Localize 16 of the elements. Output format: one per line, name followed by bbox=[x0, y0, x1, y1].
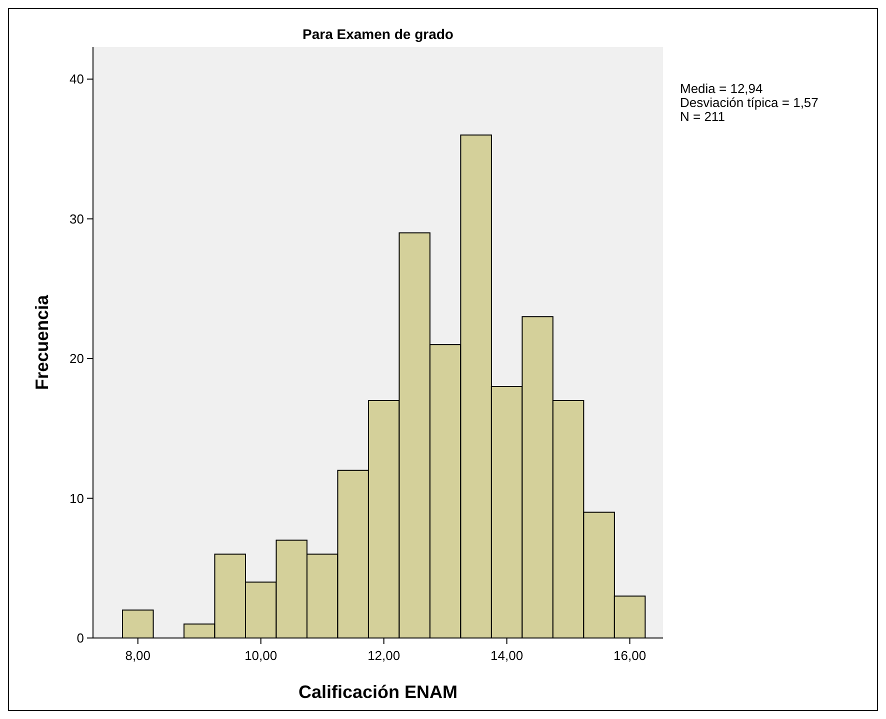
y-tick-label: 40 bbox=[70, 72, 84, 87]
y-tick-label: 20 bbox=[70, 351, 84, 366]
text: N = 211 bbox=[680, 109, 725, 124]
chart-title: Para Examen de grado bbox=[302, 26, 454, 42]
x-tick-label: 8,00 bbox=[125, 648, 151, 663]
y-tick-label: 0 bbox=[76, 630, 84, 646]
x-tick-label: 14,00 bbox=[490, 648, 524, 663]
y-tick-label: 10 bbox=[70, 490, 84, 506]
x-tick-label: 16,00 bbox=[614, 648, 646, 663]
text: Desviación típica = 1,57 bbox=[680, 95, 818, 110]
text: Media = 12,94 bbox=[680, 81, 763, 96]
y-axis-title: Frecuencia bbox=[32, 294, 52, 390]
y-tick-label: 30 bbox=[70, 211, 84, 226]
x-axis-title: Calificación ENAM bbox=[298, 682, 458, 702]
x-tick-label: 10,00 bbox=[244, 648, 278, 663]
x-tick-label: 12,00 bbox=[368, 648, 400, 663]
